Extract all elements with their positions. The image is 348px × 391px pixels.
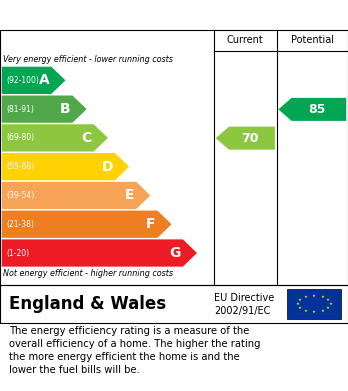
Text: ★: ★ (298, 306, 302, 310)
Text: A: A (39, 74, 49, 87)
Text: B: B (60, 102, 70, 116)
Text: Not energy efficient - higher running costs: Not energy efficient - higher running co… (3, 269, 174, 278)
Text: C: C (81, 131, 92, 145)
Text: ★: ★ (298, 298, 302, 302)
Text: The energy efficiency rating is a measure of the
overall efficiency of a home. T: The energy efficiency rating is a measur… (9, 326, 260, 375)
Polygon shape (2, 67, 65, 94)
Bar (287, 289, 341, 319)
Text: ★: ★ (312, 294, 316, 298)
Text: Energy Efficiency Rating: Energy Efficiency Rating (9, 8, 219, 23)
Text: ★: ★ (312, 310, 316, 314)
Polygon shape (2, 211, 172, 238)
Text: Very energy efficient - lower running costs: Very energy efficient - lower running co… (3, 55, 173, 64)
Text: ★: ★ (326, 306, 330, 310)
Polygon shape (278, 98, 346, 121)
Text: (69-80): (69-80) (6, 133, 34, 142)
Text: EU Directive: EU Directive (214, 293, 274, 303)
Text: (81-91): (81-91) (6, 105, 34, 114)
Text: ★: ★ (304, 295, 308, 299)
Text: England & Wales: England & Wales (9, 295, 166, 313)
Text: G: G (169, 246, 181, 260)
Text: ★: ★ (304, 309, 308, 313)
Text: ★: ★ (296, 302, 300, 306)
Text: E: E (125, 188, 134, 203)
Text: F: F (146, 217, 155, 231)
Polygon shape (2, 95, 87, 123)
Polygon shape (2, 153, 129, 180)
Text: 85: 85 (309, 103, 326, 116)
Text: (1-20): (1-20) (6, 249, 29, 258)
Text: (21-38): (21-38) (6, 220, 34, 229)
Text: 70: 70 (241, 132, 259, 145)
Polygon shape (2, 182, 150, 209)
Polygon shape (2, 239, 197, 267)
Text: 2002/91/EC: 2002/91/EC (214, 306, 270, 316)
Text: Current: Current (227, 36, 264, 45)
Polygon shape (216, 127, 275, 150)
Text: ★: ★ (328, 302, 332, 306)
Text: (92-100): (92-100) (6, 76, 39, 85)
Text: (39-54): (39-54) (6, 191, 34, 200)
Text: Potential: Potential (291, 36, 334, 45)
Text: ★: ★ (326, 298, 330, 302)
Text: D: D (101, 160, 113, 174)
Text: ★: ★ (320, 309, 324, 313)
Text: ★: ★ (320, 295, 324, 299)
Polygon shape (2, 124, 108, 152)
Text: (55-68): (55-68) (6, 162, 34, 171)
